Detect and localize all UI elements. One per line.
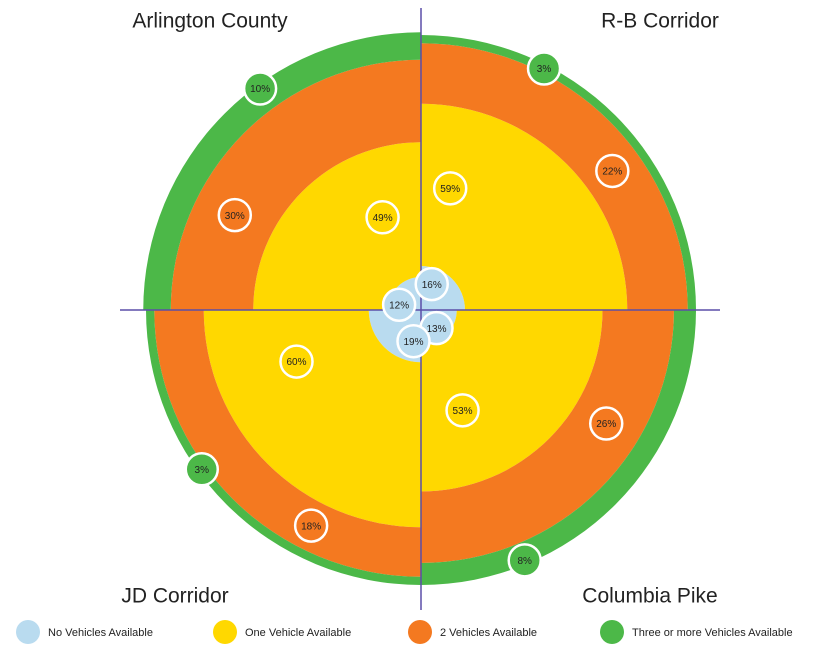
ring-segment xyxy=(203,310,421,528)
label-bubble xyxy=(381,287,417,322)
label-bubble xyxy=(184,452,220,487)
legend-label: 2 Vehicles Available xyxy=(440,627,537,639)
legend-swatch xyxy=(213,620,237,644)
quadrant-title: R-B Corridor xyxy=(601,10,719,33)
data-label: 19% xyxy=(403,337,423,348)
data-label: 8% xyxy=(517,556,532,567)
data-label: 10% xyxy=(250,84,270,95)
ring-segment xyxy=(154,310,421,577)
data-label: 59% xyxy=(440,184,460,195)
label-bubble xyxy=(396,323,431,359)
data-label: 3% xyxy=(195,465,210,476)
data-label: 22% xyxy=(602,167,622,178)
legend-label: Three or more Vehicles Available xyxy=(632,627,793,639)
data-label: 30% xyxy=(225,211,245,222)
data-label: 53% xyxy=(453,406,473,417)
label-bubble xyxy=(365,200,400,235)
ring-segment xyxy=(421,103,628,310)
data-label: 13% xyxy=(426,324,446,335)
data-label: 3% xyxy=(537,64,552,75)
ring-segment xyxy=(421,310,603,492)
legend-swatch xyxy=(600,620,624,644)
data-label: 49% xyxy=(373,213,393,224)
data-label: 60% xyxy=(286,357,306,368)
label-bubble xyxy=(507,543,542,578)
ring-segment xyxy=(421,310,674,563)
quadrant-title: Columbia Pike xyxy=(582,585,717,608)
label-bubble xyxy=(432,171,468,206)
data-label: 26% xyxy=(596,419,616,430)
data-label: 18% xyxy=(301,521,321,532)
label-bubble xyxy=(595,153,630,189)
ring-segment xyxy=(421,310,696,585)
label-bubble xyxy=(526,51,562,86)
quadrant-title: JD Corridor xyxy=(121,585,228,608)
label-bubble xyxy=(414,266,449,302)
data-label: 16% xyxy=(422,280,442,291)
label-bubble xyxy=(293,508,329,543)
ring-segment xyxy=(421,43,688,310)
legend-swatch xyxy=(408,620,432,644)
label-bubble xyxy=(279,344,314,379)
label-bubble xyxy=(588,406,624,441)
data-label: 12% xyxy=(389,300,409,311)
legend-label: No Vehicles Available xyxy=(48,627,153,639)
ring-segment xyxy=(143,32,421,310)
legend-swatch xyxy=(16,620,40,644)
label-bubble xyxy=(445,393,480,428)
legend-label: One Vehicle Available xyxy=(245,627,351,639)
ring-segment xyxy=(170,59,421,310)
label-bubble xyxy=(242,71,278,106)
label-bubble xyxy=(217,197,253,233)
quadrant-title: Arlington County xyxy=(132,10,288,33)
ring-segment xyxy=(253,142,421,310)
